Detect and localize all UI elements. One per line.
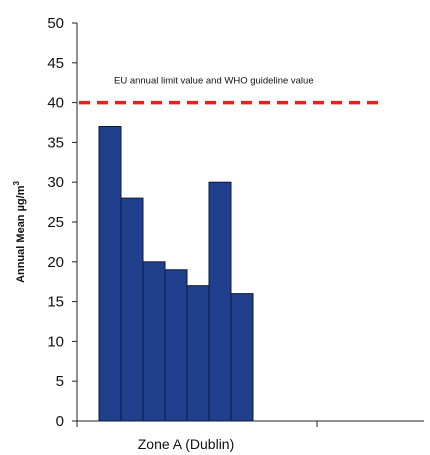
y-tick-label: 0: [56, 413, 64, 430]
bar: [98, 125, 122, 422]
y-tick-label: 40: [47, 95, 64, 112]
y-tick-label: 50: [47, 15, 64, 32]
y-axis-label: Annual Mean µg/m3: [12, 181, 27, 283]
y-axis-ticks: 0 5 10 15 20 25 30 35 40 45 50: [47, 15, 77, 430]
y-tick-label: 5: [56, 373, 64, 390]
y-tick-label: 20: [47, 254, 64, 271]
y-tick-label: 45: [47, 55, 64, 72]
bar: [142, 261, 166, 422]
x-axis-label: Zone A (Dublin): [138, 436, 235, 452]
limit-annotation: EU annual limit value and WHO guideline …: [114, 76, 314, 87]
y-tick-label: 10: [47, 333, 64, 350]
x-axis-ticks: [76, 421, 318, 427]
bar: [164, 269, 188, 422]
y-tick-label: 25: [47, 214, 64, 231]
bar: [186, 285, 210, 422]
bar: [120, 197, 144, 422]
y-tick-label: 30: [47, 174, 64, 191]
bar: [230, 293, 254, 422]
bar: [208, 181, 232, 422]
y-tick-label: 15: [47, 294, 64, 311]
bars: [98, 125, 254, 422]
y-tick-label: 35: [47, 134, 64, 151]
